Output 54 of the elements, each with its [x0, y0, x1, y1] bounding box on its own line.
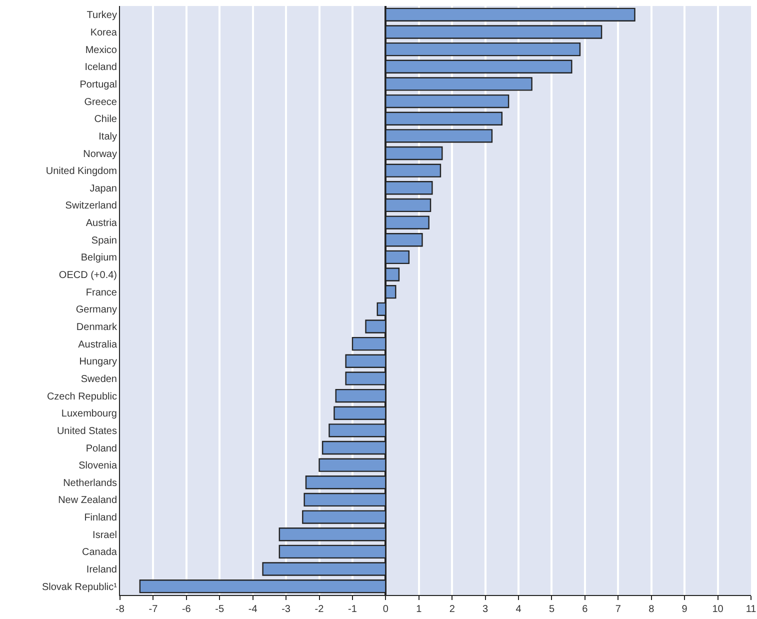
y-tick-label: United States: [56, 426, 117, 437]
x-tick-label: 5: [548, 604, 555, 615]
y-tick-label: France: [86, 287, 118, 298]
y-tick-label: New Zealand: [58, 495, 117, 506]
y-tick-label: Italy: [98, 131, 117, 142]
y-tick-label: Sweden: [80, 374, 117, 385]
y-tick-label: Spain: [91, 235, 117, 246]
x-tick-label: 8: [648, 604, 655, 615]
x-tick-label: 3: [482, 604, 489, 615]
y-tick-label: Chile: [94, 114, 118, 126]
y-tick-label: Luxembourg: [61, 408, 117, 420]
x-tick-label: 1: [416, 604, 422, 615]
x-tick-label: 0: [382, 604, 389, 615]
y-tick-label: Hungary: [79, 356, 117, 368]
y-tick-label: Slovenia: [78, 460, 118, 472]
y-tick-label: United Kingdom: [46, 166, 117, 178]
y-tick-label: Turkey: [86, 10, 117, 22]
x-tick-label: -6: [182, 604, 192, 615]
x-tick-label: -5: [215, 604, 225, 615]
y-tick-label: Portugal: [80, 79, 117, 90]
y-tick-label: Austria: [86, 218, 118, 230]
y-tick-label: Poland: [86, 443, 117, 454]
y-tick-label: OECD (+0.4): [58, 270, 117, 282]
x-tick-label: -1: [348, 604, 358, 615]
x-tick-label: 2: [449, 604, 456, 615]
y-tick-label: Greece: [84, 96, 118, 108]
x-tick-label: -2: [314, 604, 324, 615]
y-tick-label: Mexico: [85, 44, 118, 56]
y-tick-label: Belgium: [80, 252, 117, 264]
y-tick-label: Finland: [84, 512, 117, 524]
x-tick-label: 6: [582, 604, 588, 615]
y-tick-label: Slovak Republic¹: [42, 582, 118, 593]
y-tick-label: Iceland: [84, 62, 117, 74]
x-tick-label: 9: [682, 604, 688, 615]
y-tick-label: Switzerland: [65, 200, 117, 212]
y-tick-label: Ireland: [86, 564, 117, 576]
y-tick-label: Denmark: [76, 322, 118, 333]
y-tick-label: Korea: [90, 27, 118, 38]
y-tick-label: Israel: [92, 530, 117, 541]
y-tick-label: Czech Republic: [46, 391, 117, 402]
y-tick-label: Netherlands: [63, 478, 117, 489]
x-tick-label: 4: [516, 604, 522, 615]
x-tick-label: -4: [248, 604, 258, 615]
y-tick-label: Norway: [83, 148, 117, 160]
y-tick-label: Germany: [76, 304, 117, 316]
x-tick-label: -8: [116, 604, 125, 615]
y-tick-label: Australia: [78, 339, 118, 350]
x-tick-label: 7: [615, 604, 622, 615]
y-tick-label: Canada: [82, 547, 118, 558]
x-tick-label: 11: [746, 604, 757, 615]
x-tick-label: -3: [282, 604, 291, 615]
x-tick-label: 10: [712, 604, 724, 615]
y-tick-label: Japan: [90, 183, 117, 194]
x-tick-label: -7: [148, 604, 158, 615]
